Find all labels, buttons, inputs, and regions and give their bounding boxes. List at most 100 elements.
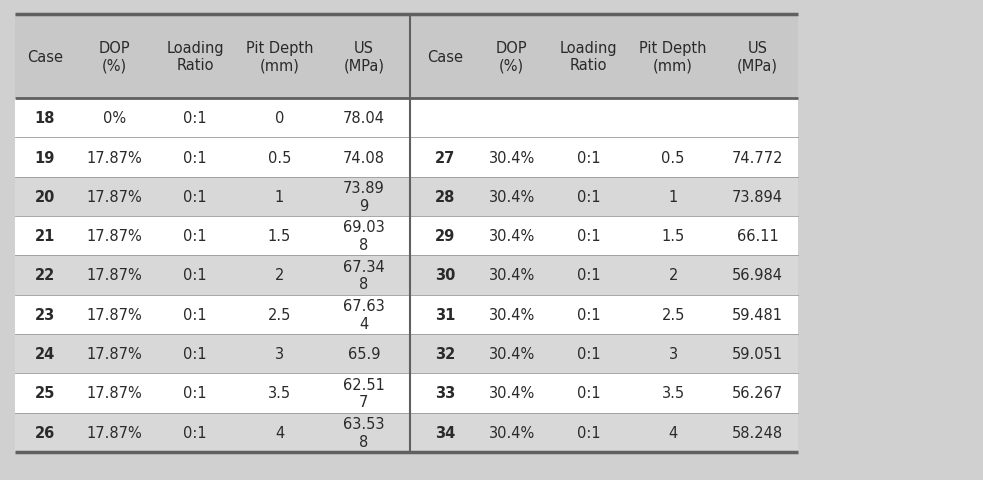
Text: 30.4%: 30.4% bbox=[489, 307, 535, 322]
Bar bbox=[154, 138, 235, 177]
Text: 0:1: 0:1 bbox=[183, 268, 206, 283]
Text: 0:1: 0:1 bbox=[577, 307, 601, 322]
Text: 26: 26 bbox=[34, 425, 55, 440]
Bar bbox=[404, 256, 416, 295]
Bar bbox=[629, 177, 718, 216]
Bar bbox=[718, 177, 798, 216]
Bar bbox=[154, 216, 235, 256]
Bar bbox=[475, 334, 549, 373]
Text: 3: 3 bbox=[275, 347, 284, 361]
Text: DOP
(%): DOP (%) bbox=[495, 41, 528, 73]
Text: Pit Depth
(mm): Pit Depth (mm) bbox=[639, 41, 707, 73]
Bar bbox=[475, 256, 549, 295]
Bar bbox=[629, 334, 718, 373]
Text: 0:1: 0:1 bbox=[183, 190, 206, 204]
Bar bbox=[629, 15, 718, 99]
Bar bbox=[323, 15, 404, 99]
Bar bbox=[549, 256, 629, 295]
Text: 0:1: 0:1 bbox=[577, 347, 601, 361]
Bar bbox=[235, 15, 323, 99]
Bar bbox=[16, 334, 75, 373]
Bar bbox=[629, 256, 718, 295]
Bar bbox=[16, 138, 75, 177]
Text: 73.89
9: 73.89 9 bbox=[343, 181, 384, 213]
Bar bbox=[416, 334, 475, 373]
Text: 4: 4 bbox=[668, 425, 677, 440]
Bar bbox=[75, 295, 154, 334]
Text: 33: 33 bbox=[435, 385, 455, 401]
Text: 28: 28 bbox=[435, 190, 455, 204]
Text: US
(MPa): US (MPa) bbox=[737, 41, 778, 73]
Bar bbox=[154, 15, 235, 99]
Bar bbox=[16, 216, 75, 256]
Text: 3.5: 3.5 bbox=[662, 385, 685, 401]
Bar bbox=[16, 373, 75, 413]
Text: 67.34
8: 67.34 8 bbox=[343, 259, 384, 291]
Bar bbox=[416, 99, 475, 138]
Bar bbox=[718, 334, 798, 373]
Bar bbox=[549, 15, 629, 99]
Text: 3: 3 bbox=[668, 347, 677, 361]
Text: 1: 1 bbox=[275, 190, 284, 204]
Bar bbox=[75, 256, 154, 295]
Bar bbox=[629, 216, 718, 256]
Text: 0:1: 0:1 bbox=[183, 228, 206, 244]
Bar bbox=[718, 413, 798, 452]
Bar bbox=[416, 413, 475, 452]
Bar bbox=[718, 216, 798, 256]
Bar bbox=[75, 138, 154, 177]
Text: 30.4%: 30.4% bbox=[489, 347, 535, 361]
Text: 58.248: 58.248 bbox=[732, 425, 783, 440]
Bar bbox=[404, 295, 416, 334]
Text: 65.9: 65.9 bbox=[348, 347, 380, 361]
Text: 74.08: 74.08 bbox=[343, 150, 385, 165]
Bar bbox=[416, 15, 475, 99]
Bar bbox=[549, 216, 629, 256]
Bar bbox=[235, 99, 323, 138]
Bar bbox=[235, 138, 323, 177]
Bar bbox=[154, 99, 235, 138]
Text: 56.267: 56.267 bbox=[732, 385, 783, 401]
Bar bbox=[404, 334, 416, 373]
Bar bbox=[16, 99, 75, 138]
Bar bbox=[154, 334, 235, 373]
Text: 25: 25 bbox=[34, 385, 55, 401]
Bar bbox=[475, 177, 549, 216]
Bar bbox=[549, 99, 629, 138]
Bar bbox=[323, 177, 404, 216]
Text: 62.51
7: 62.51 7 bbox=[343, 377, 384, 409]
Text: 17.87%: 17.87% bbox=[87, 268, 143, 283]
Text: Loading
Ratio: Loading Ratio bbox=[166, 41, 224, 73]
Text: 78.04: 78.04 bbox=[343, 111, 385, 126]
Bar bbox=[154, 373, 235, 413]
Bar bbox=[235, 216, 323, 256]
Bar bbox=[629, 413, 718, 452]
Text: 0:1: 0:1 bbox=[183, 385, 206, 401]
Bar bbox=[154, 295, 235, 334]
Text: Loading
Ratio: Loading Ratio bbox=[560, 41, 617, 73]
Bar bbox=[416, 177, 475, 216]
Bar bbox=[416, 373, 475, 413]
Text: 17.87%: 17.87% bbox=[87, 347, 143, 361]
Bar bbox=[416, 295, 475, 334]
Bar bbox=[416, 256, 475, 295]
Text: 0:1: 0:1 bbox=[577, 190, 601, 204]
Bar bbox=[154, 177, 235, 216]
Text: 2.5: 2.5 bbox=[267, 307, 291, 322]
Text: 30.4%: 30.4% bbox=[489, 150, 535, 165]
Text: 0:1: 0:1 bbox=[183, 111, 206, 126]
Bar bbox=[154, 413, 235, 452]
Bar bbox=[416, 138, 475, 177]
Bar bbox=[16, 256, 75, 295]
Text: 1.5: 1.5 bbox=[662, 228, 685, 244]
Text: 22: 22 bbox=[34, 268, 55, 283]
Text: 32: 32 bbox=[435, 347, 455, 361]
Bar bbox=[629, 138, 718, 177]
Bar bbox=[549, 138, 629, 177]
Text: 17.87%: 17.87% bbox=[87, 150, 143, 165]
Bar bbox=[475, 138, 549, 177]
Bar bbox=[404, 216, 416, 256]
Bar bbox=[404, 15, 416, 99]
Bar bbox=[475, 295, 549, 334]
Text: 0:1: 0:1 bbox=[577, 385, 601, 401]
